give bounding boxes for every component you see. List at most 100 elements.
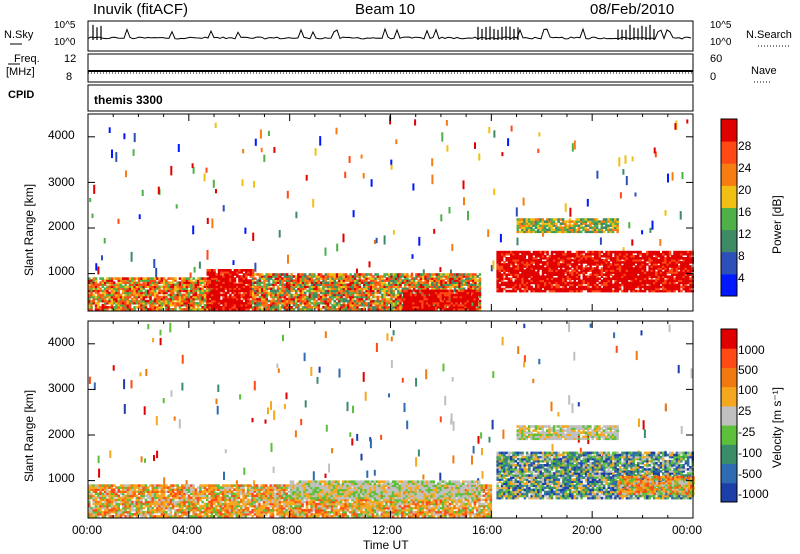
heatmap-cell — [113, 306, 116, 309]
heatmap-cell — [618, 277, 622, 281]
heatmap-cell — [569, 250, 572, 254]
heatmap-cell — [319, 308, 323, 311]
heatmap-cell — [331, 291, 334, 295]
heatmap-cell — [623, 279, 626, 283]
heatmap-cell — [550, 218, 554, 221]
heatmap-cell — [381, 293, 384, 297]
heatmap-cell — [505, 263, 508, 266]
heatmap-cell — [516, 259, 520, 262]
heatmap-cell — [680, 279, 683, 283]
heatmap-cell — [224, 287, 228, 291]
heatmap-cell — [655, 281, 658, 285]
heatmap-cell — [383, 301, 386, 305]
heatmap-cell — [555, 257, 558, 260]
heatmap-cell — [575, 283, 579, 287]
heatmap-cell — [378, 289, 382, 293]
heatmap-cell — [557, 269, 561, 272]
heatmap-cell — [555, 226, 558, 229]
nsky-trace — [87, 27, 692, 40]
heatmap-cell — [641, 267, 645, 270]
heatmap-cell — [550, 257, 554, 260]
heatmap-cell — [233, 291, 237, 295]
heatmap-cell — [126, 277, 130, 280]
heatmap-cell — [229, 295, 232, 299]
heatmap-cell — [539, 226, 542, 229]
heatmap-cell — [471, 301, 475, 305]
heatmap-cell — [206, 291, 209, 295]
heatmap-cell — [589, 267, 592, 270]
heatmap-cell — [185, 301, 189, 305]
heatmap-cell — [512, 285, 515, 289]
scatter-cell — [664, 210, 667, 216]
heatmap-cell — [516, 267, 520, 270]
heatmap-cell — [156, 281, 159, 284]
heatmap-cell — [247, 271, 250, 274]
heatmap-cell — [569, 257, 572, 260]
heatmap-cell — [432, 291, 436, 295]
heatmap-cell — [443, 303, 447, 307]
heatmap-cell — [135, 306, 139, 309]
heatmap-cell — [589, 252, 592, 256]
heatmap-cell — [625, 250, 629, 254]
heatmap-cell — [632, 267, 635, 270]
heatmap-cell — [437, 291, 440, 295]
heatmap-cell — [431, 281, 434, 284]
heatmap-cell — [630, 273, 633, 276]
heatmap-cell — [92, 281, 95, 284]
heatmap-cell — [297, 277, 300, 280]
heatmap-cell — [131, 289, 134, 293]
heatmap-cell — [135, 295, 139, 299]
heatmap-cell — [247, 283, 250, 286]
heatmap-cell — [258, 283, 262, 286]
scatter-cell — [130, 251, 133, 262]
heatmap-cell — [319, 299, 323, 303]
heatmap-cell — [466, 297, 470, 301]
heatmap-cell — [383, 295, 386, 299]
heatmap-cell — [101, 291, 105, 295]
heatmap-cell — [598, 281, 601, 285]
heatmap-cell — [210, 287, 213, 291]
heatmap-cell — [392, 285, 395, 289]
heatmap-cell — [397, 279, 400, 282]
heatmap-cell — [272, 279, 275, 282]
heatmap-cell — [310, 275, 314, 278]
heatmap-cell — [326, 287, 330, 291]
heatmap-cell — [192, 306, 195, 309]
heatmap-cell — [550, 281, 554, 285]
heatmap-cell — [365, 287, 368, 291]
heatmap-cell — [534, 222, 538, 225]
heatmap-cell — [628, 254, 631, 258]
heatmap-cell — [358, 273, 361, 276]
heatmap-cell — [446, 297, 449, 301]
heatmap-cell — [265, 295, 268, 299]
heatmap-cell — [390, 291, 393, 295]
heatmap-cell — [666, 263, 669, 266]
heatmap-cell — [655, 273, 658, 276]
heatmap-cell — [392, 275, 395, 278]
heatmap-cell — [514, 254, 517, 258]
heatmap-cell — [607, 273, 610, 276]
heatmap-cell — [471, 306, 474, 309]
heatmap-cell — [213, 306, 216, 309]
heatmap-cell — [233, 308, 237, 311]
heatmap-cell — [365, 301, 368, 305]
heatmap-cell — [516, 283, 520, 287]
heatmap-cell — [367, 283, 371, 286]
heatmap-cell — [245, 291, 248, 295]
heatmap-cell — [441, 293, 445, 297]
heatmap-cell — [326, 289, 330, 293]
scatter-cell — [244, 227, 247, 234]
heatmap-cell — [605, 289, 608, 293]
heatmap-cell — [208, 293, 212, 297]
heatmap-cell — [541, 224, 544, 227]
heatmap-cell — [149, 293, 152, 297]
heatmap-cell — [623, 259, 626, 262]
heatmap-cell — [224, 297, 228, 301]
heatmap-cell — [689, 267, 692, 270]
heatmap-cell — [94, 306, 98, 309]
heatmap-cell — [555, 285, 558, 289]
heatmap-cell — [315, 291, 318, 295]
heatmap-cell — [605, 267, 608, 270]
heatmap-cell — [639, 281, 642, 285]
heatmap-cell — [101, 289, 105, 293]
